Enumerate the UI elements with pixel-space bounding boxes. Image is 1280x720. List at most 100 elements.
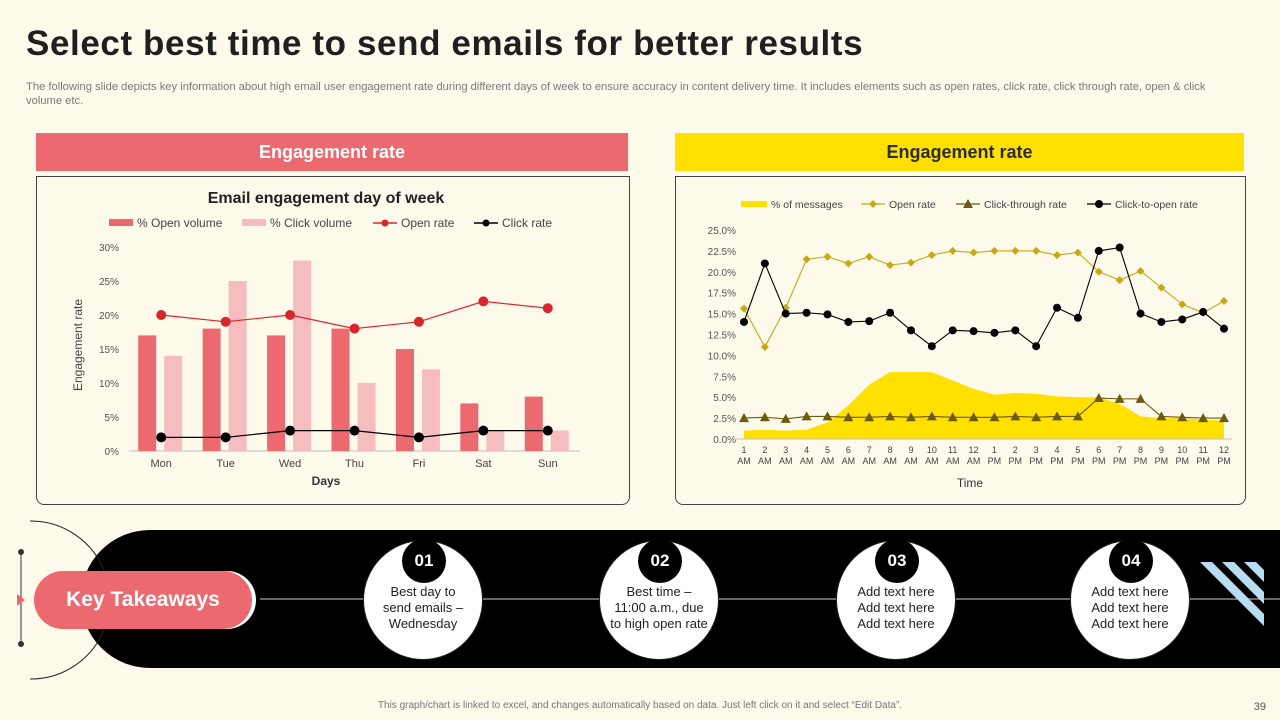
point-clicktoopenrate xyxy=(906,326,915,335)
footer-note: This graph/chart is linked to excel, and… xyxy=(377,700,903,711)
key-takeaways-label: Key Takeaways xyxy=(34,571,252,629)
point-clickrate xyxy=(478,425,489,436)
point-clicktoopenrate xyxy=(1073,313,1082,322)
y-tick-label: 30% xyxy=(99,243,119,254)
timeline-arrow-icon xyxy=(17,594,25,606)
y-tick-label: 25.0% xyxy=(708,226,736,237)
stripes-decoration xyxy=(1200,562,1264,626)
line-clicktoopenrate xyxy=(743,246,1225,348)
page-number: 39 xyxy=(1253,701,1266,713)
point-clicktoopenrate xyxy=(1220,324,1228,333)
takeaways-timeline-decoration xyxy=(17,520,106,680)
point-clickthroughrate xyxy=(1093,393,1104,403)
x-tick-label: 11 xyxy=(1198,445,1207,455)
legend-swatch xyxy=(109,219,133,226)
point-clickthroughrate xyxy=(1219,413,1229,423)
x-tick-label: AM xyxy=(821,456,835,466)
point-clicktoopenrate xyxy=(1032,342,1041,351)
legend-marker xyxy=(869,200,877,208)
legend-marker xyxy=(1095,200,1103,208)
line-openrate xyxy=(743,250,1225,349)
point-clicktoopenrate xyxy=(1157,317,1166,326)
point-openrate xyxy=(1157,283,1166,292)
y-tick-label: 20% xyxy=(99,311,119,322)
point-clickthroughrate xyxy=(885,411,896,421)
takeaway-step-3: 03 Add text here Add text here Add text he… xyxy=(836,539,956,660)
x-tick-label: 7 xyxy=(1117,445,1122,455)
x-tick-label: 1 xyxy=(992,445,997,455)
x-tick-label: PM xyxy=(1217,456,1231,466)
x-tick-label: PM xyxy=(988,456,1002,466)
point-clickthroughrate xyxy=(1177,412,1188,422)
x-tick-label: 4 xyxy=(1055,445,1060,455)
y-tick-label: 5% xyxy=(105,413,120,424)
point-clickthroughrate xyxy=(1135,393,1146,403)
x-tick-label: 6 xyxy=(1096,445,1101,455)
point-openrate xyxy=(865,252,874,261)
point-openrate xyxy=(927,251,936,260)
point-clicktoopenrate xyxy=(1115,243,1124,252)
point-clickthroughrate xyxy=(759,412,770,422)
left-chart-panel: Email engagement day of week % Open volum… xyxy=(36,176,630,505)
point-openrate xyxy=(1094,267,1103,276)
point-openrate xyxy=(760,343,769,352)
x-tick-label: AM xyxy=(737,456,751,466)
timeline-dot-top xyxy=(18,549,24,555)
y-tick-label: 20.0% xyxy=(708,268,736,279)
point-clickthroughrate xyxy=(1114,393,1125,403)
y-tick-label: 22.5% xyxy=(708,247,736,258)
x-tick-label: 3 xyxy=(1034,445,1039,455)
left-panel-header: Engagement rate xyxy=(36,133,628,171)
x-tick-label: PM xyxy=(1155,456,1169,466)
y-tick-label: 15% xyxy=(99,345,119,356)
x-tick-label: PM xyxy=(1196,456,1210,466)
point-clicktoopenrate xyxy=(1178,315,1187,324)
engagement-by-hour-chart: % of messages Open rate Click-through rate… xyxy=(708,199,1232,490)
y-tick-label: 17.5% xyxy=(708,289,736,300)
takeaway-step-2: 02 Best time –11:00 a.m., due to high ope… xyxy=(599,539,719,660)
x-tick-label: AM xyxy=(967,456,981,466)
x-axis-title: Days xyxy=(312,474,341,488)
y-tick-label: 7.5% xyxy=(713,372,736,383)
point-openrate xyxy=(542,303,553,314)
email-engagement-day-chart: Email engagement day of week % Open volum… xyxy=(71,190,580,488)
x-tick-label: 12 xyxy=(969,445,979,455)
step-number-badge: 01 xyxy=(402,539,446,583)
bar-clickvolume xyxy=(293,260,312,451)
step-number-badge: 02 xyxy=(638,539,682,583)
x-tick-label: AM xyxy=(779,456,793,466)
y-axis-title: Engagement rate xyxy=(71,299,85,391)
point-clickthroughrate xyxy=(780,413,791,423)
point-openrate xyxy=(1032,246,1041,255)
x-tick-label: 8 xyxy=(1138,445,1143,455)
page-title: Select best time to send emails for bett… xyxy=(26,24,864,63)
point-openrate xyxy=(740,304,748,313)
x-tick-label: AM xyxy=(904,456,918,466)
bar-clickvolume xyxy=(228,281,247,451)
x-tick-label: 9 xyxy=(908,445,913,455)
legend-label: Click-to-open rate xyxy=(1115,199,1198,211)
point-openrate xyxy=(1115,276,1124,285)
point-openrate xyxy=(948,246,957,255)
x-tick-label: Fri xyxy=(413,458,426,470)
point-openrate xyxy=(802,255,811,264)
takeaway-step-1: 01 Best day to send emails – Wednesday xyxy=(363,539,483,660)
point-clicktoopenrate xyxy=(927,342,936,351)
x-tick-label: 12 xyxy=(1219,445,1229,455)
point-clickrate xyxy=(156,432,167,443)
point-clicktoopenrate xyxy=(1136,309,1145,318)
point-openrate xyxy=(1178,300,1187,309)
x-tick-label: PM xyxy=(1113,456,1127,466)
x-tick-label: 6 xyxy=(846,445,851,455)
point-clickthroughrate xyxy=(822,411,833,421)
point-openrate xyxy=(285,310,296,320)
legend-label: % Open volume xyxy=(137,216,223,230)
bar-clickvolume xyxy=(550,430,569,451)
step-text: Add text here Add text here Add text here xyxy=(857,584,935,631)
step-number-badge: 03 xyxy=(875,539,919,583)
point-clicktoopenrate xyxy=(865,317,874,326)
point-openrate xyxy=(1053,251,1062,260)
point-openrate xyxy=(886,261,895,270)
bar-openvolume xyxy=(202,328,221,451)
x-tick-label: Thu xyxy=(345,458,364,470)
